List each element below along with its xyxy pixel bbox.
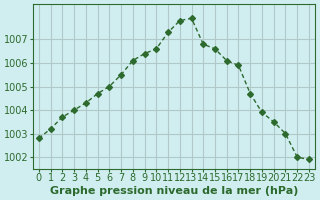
X-axis label: Graphe pression niveau de la mer (hPa): Graphe pression niveau de la mer (hPa) <box>50 186 298 196</box>
